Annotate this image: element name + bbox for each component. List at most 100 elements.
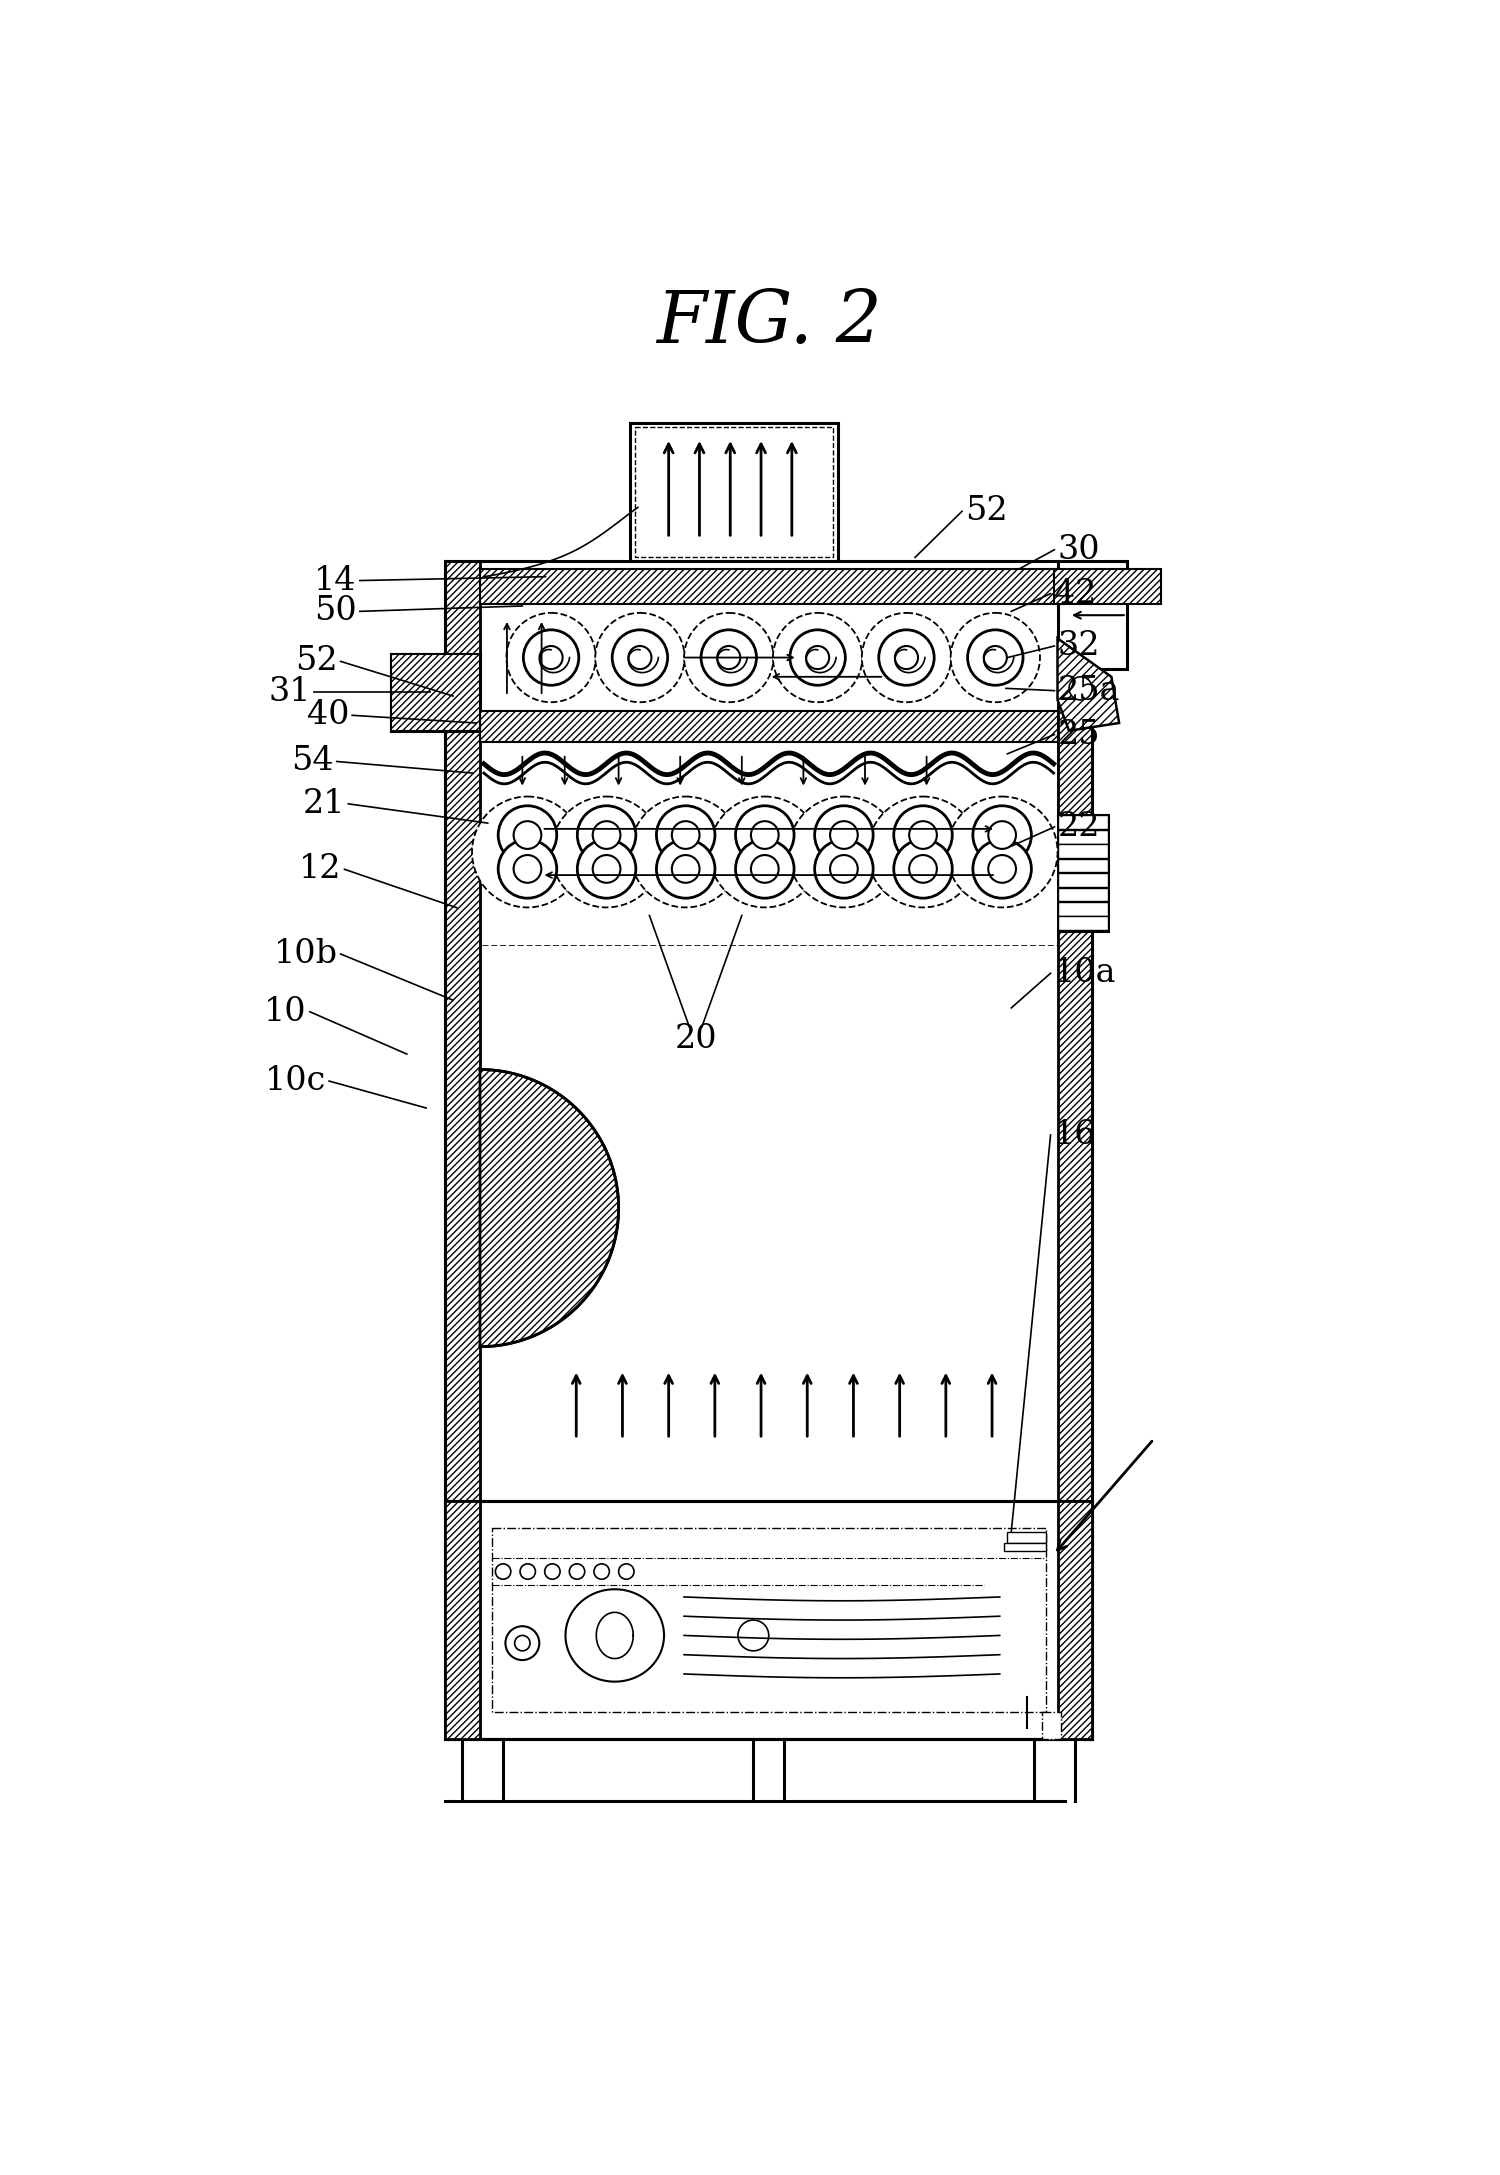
Circle shape <box>578 840 636 898</box>
Bar <box>446 561 480 1570</box>
Circle shape <box>514 1636 529 1651</box>
Bar <box>480 711 1058 742</box>
Circle shape <box>540 646 562 670</box>
Bar <box>1058 816 1107 829</box>
Circle shape <box>594 1564 609 1579</box>
Bar <box>1058 561 1126 670</box>
Bar <box>1058 872 1107 887</box>
Circle shape <box>867 796 978 907</box>
Circle shape <box>507 613 596 703</box>
Circle shape <box>789 796 900 907</box>
Circle shape <box>894 840 952 898</box>
Circle shape <box>630 796 741 907</box>
Text: 25: 25 <box>1058 718 1100 750</box>
Circle shape <box>672 855 699 883</box>
Circle shape <box>1070 676 1092 700</box>
Circle shape <box>596 613 684 703</box>
Text: 42: 42 <box>1053 579 1096 609</box>
Circle shape <box>592 855 621 883</box>
Circle shape <box>495 1564 512 1579</box>
Circle shape <box>657 840 716 898</box>
Circle shape <box>738 1620 768 1651</box>
Circle shape <box>612 631 668 685</box>
Circle shape <box>830 822 858 848</box>
Circle shape <box>772 613 862 703</box>
Circle shape <box>974 840 1032 898</box>
Text: 31: 31 <box>268 676 310 709</box>
Bar <box>392 655 480 731</box>
Bar <box>1058 561 1092 1570</box>
Bar <box>630 422 839 561</box>
Bar <box>634 426 834 557</box>
Bar <box>480 742 1058 946</box>
Text: 54: 54 <box>291 746 333 776</box>
Circle shape <box>984 646 1006 670</box>
Circle shape <box>790 631 846 685</box>
Bar <box>492 1527 1046 1712</box>
Circle shape <box>544 1564 560 1579</box>
Circle shape <box>806 646 830 670</box>
Circle shape <box>506 1627 540 1660</box>
Circle shape <box>498 805 556 863</box>
Circle shape <box>894 805 952 863</box>
Bar <box>1058 916 1107 931</box>
Circle shape <box>513 855 542 883</box>
Bar <box>1058 1501 1092 1740</box>
Text: 22: 22 <box>1058 811 1100 844</box>
Circle shape <box>752 822 778 848</box>
Text: 50: 50 <box>314 596 357 626</box>
Text: 14: 14 <box>315 566 357 596</box>
Circle shape <box>974 805 1032 863</box>
Circle shape <box>578 805 636 863</box>
Bar <box>1004 1542 1046 1551</box>
Bar <box>1058 887 1107 900</box>
Circle shape <box>570 1564 585 1579</box>
Text: 20: 20 <box>675 1022 717 1055</box>
Text: 10c: 10c <box>264 1066 326 1096</box>
Circle shape <box>657 805 716 863</box>
Bar <box>1008 1531 1046 1542</box>
Circle shape <box>618 1564 634 1579</box>
Bar <box>1058 831 1107 844</box>
Circle shape <box>672 822 699 848</box>
Text: 12: 12 <box>298 853 342 885</box>
Circle shape <box>946 796 1058 907</box>
Bar <box>1058 844 1107 857</box>
Circle shape <box>752 855 778 883</box>
Text: 16: 16 <box>1053 1118 1096 1151</box>
Circle shape <box>524 631 579 685</box>
Circle shape <box>710 796 821 907</box>
Circle shape <box>988 855 1016 883</box>
Circle shape <box>909 822 938 848</box>
Polygon shape <box>480 1070 618 1346</box>
Text: FIG. 2: FIG. 2 <box>656 287 882 359</box>
Text: 10a: 10a <box>1053 957 1116 990</box>
Circle shape <box>815 805 873 863</box>
Text: 40: 40 <box>306 700 350 731</box>
Text: 32: 32 <box>1058 631 1100 661</box>
Text: 52: 52 <box>964 496 1008 526</box>
Bar <box>1053 570 1161 605</box>
Bar <box>446 1501 1092 1740</box>
Circle shape <box>862 613 951 703</box>
Circle shape <box>700 631 756 685</box>
Circle shape <box>879 631 934 685</box>
Text: 25a: 25a <box>1058 674 1120 707</box>
Circle shape <box>735 805 794 863</box>
Bar <box>1042 1712 1062 1740</box>
Bar <box>480 946 1058 1470</box>
Bar <box>480 605 1058 711</box>
Circle shape <box>628 646 651 670</box>
Circle shape <box>498 840 556 898</box>
Circle shape <box>909 855 938 883</box>
Bar <box>480 570 1058 605</box>
Text: 10b: 10b <box>273 937 338 970</box>
Circle shape <box>968 631 1023 685</box>
Circle shape <box>830 855 858 883</box>
Bar <box>446 1501 480 1740</box>
Circle shape <box>520 1564 536 1579</box>
Circle shape <box>951 613 1040 703</box>
Circle shape <box>717 646 741 670</box>
Circle shape <box>684 613 774 703</box>
Circle shape <box>592 822 621 848</box>
